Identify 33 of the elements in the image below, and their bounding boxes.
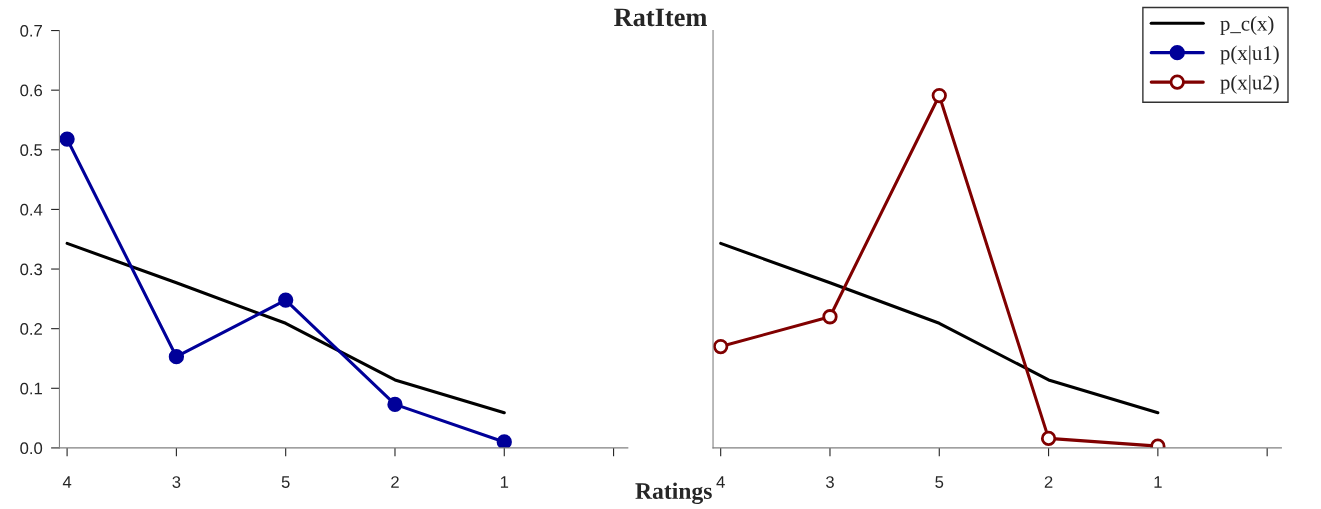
point xyxy=(931,87,947,104)
y-tick-label: 0.7 xyxy=(20,24,42,37)
legend-label: p(x|u2) xyxy=(1220,74,1279,94)
x-tick-label: 3 xyxy=(172,476,181,488)
y-tick-label: 0.5 xyxy=(20,144,43,156)
point xyxy=(278,292,294,308)
point xyxy=(387,396,403,413)
point xyxy=(168,349,185,365)
x-tick-label: 4 xyxy=(62,476,72,488)
x-tick-label: 1 xyxy=(500,476,509,488)
x-axis-title: Ratings xyxy=(635,482,712,505)
x-tick-label: 1 xyxy=(1154,476,1162,488)
y-tick-label: 0.3 xyxy=(20,263,43,276)
line-series xyxy=(65,241,506,415)
point xyxy=(1040,430,1057,447)
x-tick-label: 3 xyxy=(825,476,834,488)
x-tick-label: 4 xyxy=(716,476,725,488)
x-tick-label: 2 xyxy=(1044,476,1053,488)
x-tick-label: 2 xyxy=(391,476,399,488)
y-tick-label: 0.6 xyxy=(20,84,43,97)
chart-title: RatItem xyxy=(614,8,707,27)
point xyxy=(822,309,838,325)
y-tick-label: 0.1 xyxy=(20,382,42,395)
point xyxy=(59,131,75,147)
y-tick-label: 0.4 xyxy=(20,203,43,216)
point xyxy=(496,434,512,448)
point xyxy=(713,338,729,355)
y-tick-label: 0.0 xyxy=(20,442,43,455)
y-tick-label: 0.2 xyxy=(20,323,42,335)
x-tick-label: 5 xyxy=(935,476,944,488)
legend-label: p(x|u1) xyxy=(1220,45,1279,65)
legend-label: p_c(x) xyxy=(1220,16,1274,35)
x-tick-label: 5 xyxy=(281,476,290,488)
